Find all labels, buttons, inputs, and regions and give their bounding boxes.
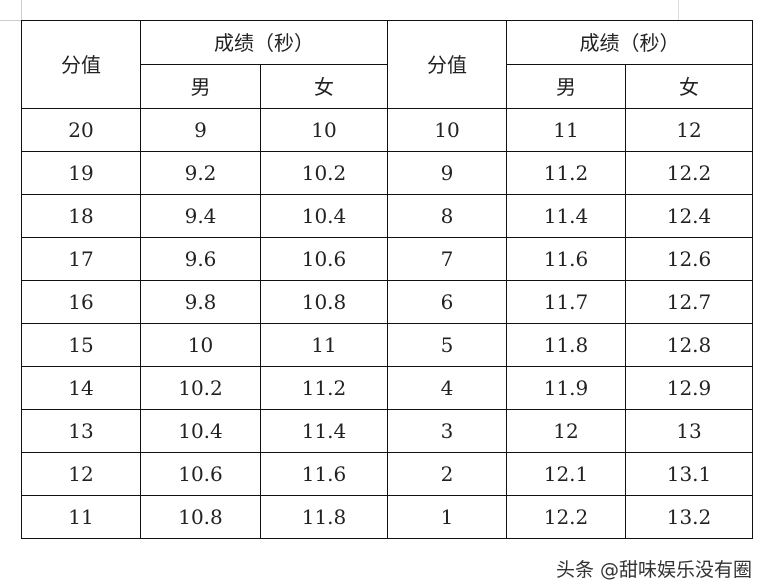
male-time-cell: 9.4 (140, 194, 261, 238)
male-time-cell: 9.6 (140, 237, 261, 281)
page-margin-guide (678, 0, 679, 20)
male-time-cell: 11.8 (506, 323, 626, 367)
header-female: 女 (260, 64, 388, 109)
male-time-cell: 10.2 (140, 366, 261, 410)
table-row: 15 10 11 5 11.8 12.8 (21, 323, 753, 367)
female-time-cell: 10.4 (260, 194, 388, 238)
male-time-cell: 10.4 (140, 409, 261, 453)
male-time-cell: 12 (506, 409, 626, 453)
male-time-cell: 10.6 (140, 452, 261, 496)
score-cell: 17 (21, 237, 141, 281)
male-time-cell: 12.1 (506, 452, 626, 496)
page-margin-guide (21, 0, 22, 20)
score-cell: 5 (387, 323, 507, 367)
header-score: 分值 (21, 20, 141, 109)
male-time-cell: 9.2 (140, 151, 261, 195)
score-cell: 14 (21, 366, 141, 410)
score-cell: 19 (21, 151, 141, 195)
table-row: 16 9.8 10.8 6 11.7 12.7 (21, 280, 753, 324)
score-cell: 16 (21, 280, 141, 324)
female-time-cell: 12 (625, 108, 753, 152)
header-result: 成绩（秒） (140, 20, 388, 65)
male-time-cell: 9.8 (140, 280, 261, 324)
score-cell: 18 (21, 194, 141, 238)
table-row: 17 9.6 10.6 7 11.6 12.6 (21, 237, 753, 281)
male-time-cell: 11.6 (506, 237, 626, 281)
header-male: 男 (506, 64, 626, 109)
score-cell: 3 (387, 409, 507, 453)
female-time-cell: 11.2 (260, 366, 388, 410)
score-cell: 11 (21, 495, 141, 539)
header-result: 成绩（秒） (506, 20, 753, 65)
page-margin-guide (0, 20, 21, 21)
table-row: 12 10.6 11.6 2 12.1 13.1 (21, 452, 753, 496)
male-time-cell: 11.4 (506, 194, 626, 238)
female-time-cell: 10.8 (260, 280, 388, 324)
table-row: 19 9.2 10.2 9 11.2 12.2 (21, 151, 753, 195)
female-time-cell: 13.1 (625, 452, 753, 496)
table-row: 11 10.8 11.8 1 12.2 13.2 (21, 495, 753, 539)
female-time-cell: 10.6 (260, 237, 388, 281)
male-time-cell: 10 (140, 323, 261, 367)
score-cell: 10 (387, 108, 507, 152)
score-cell: 8 (387, 194, 507, 238)
header-score: 分值 (387, 20, 507, 109)
female-time-cell: 12.7 (625, 280, 753, 324)
score-cell: 15 (21, 323, 141, 367)
female-time-cell: 10.2 (260, 151, 388, 195)
female-time-cell: 13.2 (625, 495, 753, 539)
female-time-cell: 13 (625, 409, 753, 453)
male-time-cell: 11.9 (506, 366, 626, 410)
score-cell: 1 (387, 495, 507, 539)
score-cell: 2 (387, 452, 507, 496)
male-time-cell: 9 (140, 108, 261, 152)
female-time-cell: 11.4 (260, 409, 388, 453)
female-time-cell: 12.8 (625, 323, 753, 367)
female-time-cell: 11.8 (260, 495, 388, 539)
male-time-cell: 12.2 (506, 495, 626, 539)
score-cell: 20 (21, 108, 141, 152)
female-time-cell: 11.6 (260, 452, 388, 496)
female-time-cell: 10 (260, 108, 388, 152)
male-time-cell: 11 (506, 108, 626, 152)
male-time-cell: 11.7 (506, 280, 626, 324)
female-time-cell: 11 (260, 323, 388, 367)
score-cell: 4 (387, 366, 507, 410)
female-time-cell: 12.4 (625, 194, 753, 238)
score-cell: 7 (387, 237, 507, 281)
male-time-cell: 11.2 (506, 151, 626, 195)
score-cell: 9 (387, 151, 507, 195)
score-cell: 13 (21, 409, 141, 453)
watermark: 头条 @甜味娱乐没有圈 (555, 559, 752, 581)
table-row: 18 9.4 10.4 8 11.4 12.4 (21, 194, 753, 238)
female-time-cell: 12.2 (625, 151, 753, 195)
score-cell: 6 (387, 280, 507, 324)
table-row: 20 9 10 10 11 12 (21, 108, 753, 152)
female-time-cell: 12.6 (625, 237, 753, 281)
male-time-cell: 10.8 (140, 495, 261, 539)
header-female: 女 (625, 64, 753, 109)
header-male: 男 (140, 64, 261, 109)
score-cell: 12 (21, 452, 141, 496)
table-row: 14 10.2 11.2 4 11.9 12.9 (21, 366, 753, 410)
female-time-cell: 12.9 (625, 366, 753, 410)
score-table: 分值 成绩（秒） 分值 成绩（秒） 男 女 男 女 20 9 10 10 11 12 19 9… (21, 20, 753, 539)
table-row: 13 10.4 11.4 3 12 13 (21, 409, 753, 453)
